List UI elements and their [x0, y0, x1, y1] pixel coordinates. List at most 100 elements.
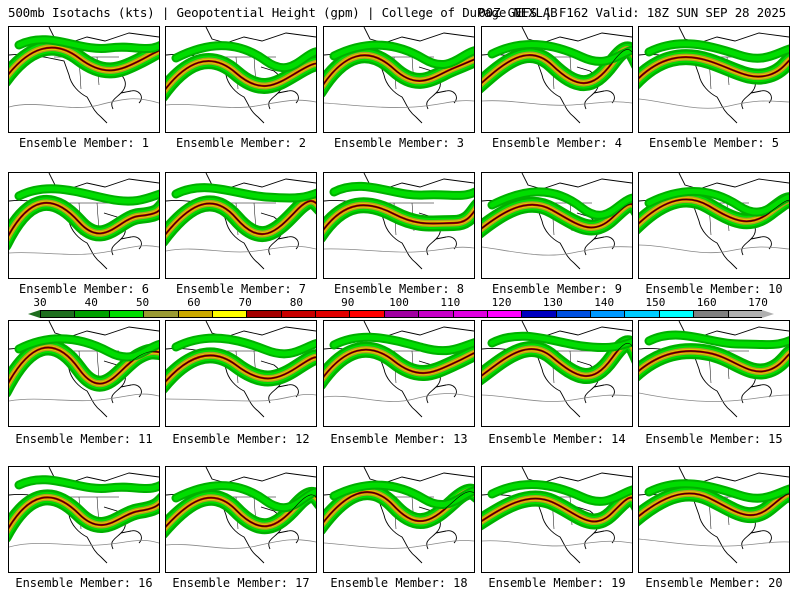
member-map-canvas: [9, 321, 159, 426]
height-contour: [324, 101, 474, 108]
colorbar-tick-label: 140: [594, 297, 614, 309]
colorbar-tick-label: 40: [85, 297, 98, 309]
ensemble-member-map: [481, 320, 633, 427]
ensemble-member-map: [638, 172, 790, 279]
member-map-canvas: [9, 27, 159, 132]
height-contour: [166, 540, 316, 549]
height-contour: [9, 394, 159, 401]
colorbar-segment: [143, 310, 178, 318]
colorbar-segment: [624, 310, 659, 318]
member-map-canvas: [166, 173, 316, 278]
member-map-canvas: [482, 173, 632, 278]
colorbar-left-arrow: [28, 310, 40, 318]
colorbar-right-arrow: [762, 310, 774, 318]
isotach-band: [649, 335, 789, 345]
colorbar-tick-label: 130: [543, 297, 563, 309]
height-contour: [482, 101, 632, 106]
colorbar-segment: [487, 310, 522, 318]
ensemble-member-map: [165, 26, 317, 133]
ensemble-member-label: Ensemble Member: 6: [6, 282, 162, 296]
height-contour: [482, 541, 632, 546]
ensemble-member-map: [323, 26, 475, 133]
height-contour: [166, 100, 316, 107]
ensemble-member-label: Ensemble Member: 8: [321, 282, 477, 296]
member-map-canvas: [324, 173, 474, 278]
ensemble-member-map: [638, 26, 790, 133]
ensemble-member-label: Ensemble Member: 9: [479, 282, 635, 296]
ensemble-member-label: Ensemble Member: 17: [163, 576, 319, 590]
ensemble-member-map: [165, 320, 317, 427]
ensemble-member-map: [323, 466, 475, 573]
member-map-canvas: [324, 27, 474, 132]
member-map-canvas: [9, 467, 159, 572]
ensemble-member-label: Ensemble Member: 2: [163, 136, 319, 150]
colorbar-segment: [693, 310, 728, 318]
colorbar-tick-label: 90: [341, 297, 354, 309]
map-title: 500mb Isotachs (kts) | Geopotential Heig…: [8, 4, 792, 22]
height-contour: [9, 99, 159, 108]
member-map-canvas: [639, 173, 789, 278]
ensemble-member-map: [8, 320, 160, 427]
ensemble-member-label: Ensemble Member: 4: [479, 136, 635, 150]
colorbar-tick-label: 100: [389, 297, 409, 309]
colorbar-segment: [556, 310, 591, 318]
ensemble-member-map: [165, 172, 317, 279]
height-contour: [639, 393, 789, 402]
ensemble-member-label: Ensemble Member: 3: [321, 136, 477, 150]
height-contour: [482, 247, 632, 255]
colorbar-segment: [281, 310, 316, 318]
member-map-canvas: [482, 27, 632, 132]
ensemble-member-label: Ensemble Member: 18: [321, 576, 477, 590]
isotach-colorbar: [28, 310, 774, 318]
height-contour: [639, 245, 789, 253]
colorbar-segment: [418, 310, 453, 318]
ensemble-member-map: [165, 466, 317, 573]
ensemble-member-label: Ensemble Member: 20: [636, 576, 792, 590]
colorbar-segment: [728, 310, 763, 318]
height-contour: [482, 395, 632, 402]
member-map-canvas: [166, 27, 316, 132]
colorbar-segment: [453, 310, 488, 318]
member-map-canvas: [9, 173, 159, 278]
ensemble-member-map: [481, 26, 633, 133]
ensemble-member-map: [323, 172, 475, 279]
ensemble-member-label: Ensemble Member: 16: [6, 576, 162, 590]
isotach-band: [176, 188, 316, 198]
height-contour: [166, 394, 316, 401]
ensemble-member-map: [323, 320, 475, 427]
height-contour: [639, 99, 789, 108]
colorbar-segment: [590, 310, 625, 318]
colorbar-segment: [74, 310, 109, 318]
height-contour: [166, 246, 316, 252]
colorbar-tick-label: 120: [492, 297, 512, 309]
ensemble-member-map: [8, 26, 160, 133]
colorbar-segment: [521, 310, 556, 318]
height-contour: [324, 394, 474, 402]
ensemble-member-label: Ensemble Member: 1: [6, 136, 162, 150]
ensemble-member-map: [8, 466, 160, 573]
ensemble-member-label: Ensemble Member: 11: [6, 432, 162, 446]
colorbar-segment: [384, 310, 419, 318]
ensemble-member-label: Ensemble Member: 19: [479, 576, 635, 590]
member-map-canvas: [639, 27, 789, 132]
ensemble-member-label: Ensemble Member: 7: [163, 282, 319, 296]
colorbar-tick-label: 50: [136, 297, 149, 309]
ensemble-member-label: Ensemble Member: 14: [479, 432, 635, 446]
height-contour: [324, 247, 474, 252]
height-contour: [324, 540, 474, 548]
colorbar-segment: [315, 310, 350, 318]
ensemble-member-map: [638, 466, 790, 573]
member-map-canvas: [324, 321, 474, 426]
colorbar-tick-label: 60: [187, 297, 200, 309]
height-contour: [639, 539, 789, 546]
colorbar-segment: [178, 310, 213, 318]
ensemble-member-label: Ensemble Member: 5: [636, 136, 792, 150]
member-map-canvas: [166, 467, 316, 572]
colorbar-segment: [212, 310, 247, 318]
member-map-canvas: [166, 321, 316, 426]
colorbar-tick-label: 110: [440, 297, 460, 309]
colorbar-tick-label: 170: [748, 297, 768, 309]
colorbar-tick-label: 70: [239, 297, 252, 309]
title-right: 00Z GEFS | F162 Valid: 18Z SUN SEP 28 20…: [478, 4, 786, 22]
member-map-canvas: [639, 321, 789, 426]
